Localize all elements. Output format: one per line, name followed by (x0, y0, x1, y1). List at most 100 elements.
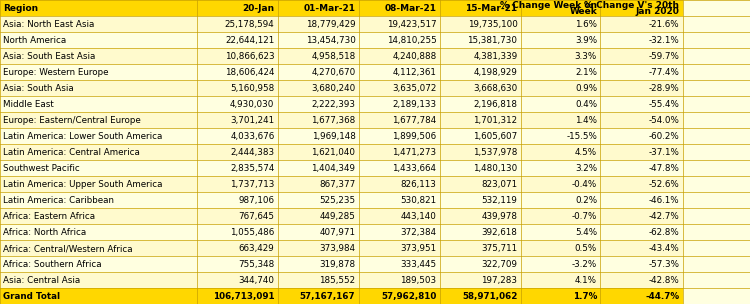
Bar (0, 160, 196, 176)
Text: Grand Total: Grand Total (3, 292, 60, 301)
Bar (278, 224, 358, 240)
Text: 197,283: 197,283 (482, 276, 518, 285)
Bar (358, 160, 440, 176)
Bar (600, 144, 682, 160)
Bar (600, 224, 682, 240)
Text: -55.4%: -55.4% (649, 100, 680, 109)
Bar (278, 176, 358, 192)
Bar (600, 32, 682, 48)
Text: 2.1%: 2.1% (575, 68, 597, 77)
Bar (278, 272, 358, 288)
Bar (520, 224, 600, 240)
Text: 5.4%: 5.4% (574, 228, 597, 237)
Bar (358, 48, 440, 64)
Bar (600, 208, 682, 224)
Text: -42.8%: -42.8% (649, 276, 680, 285)
Bar (440, 240, 520, 256)
Text: 1,899,506: 1,899,506 (392, 132, 436, 141)
Text: 01-Mar-21: 01-Mar-21 (304, 4, 355, 13)
Bar (278, 144, 358, 160)
Text: 4.5%: 4.5% (574, 148, 597, 157)
Bar (440, 32, 520, 48)
Bar (520, 16, 600, 32)
Bar (278, 160, 358, 176)
Bar (520, 288, 600, 304)
Text: 1.7%: 1.7% (573, 292, 597, 301)
Text: Region: Region (3, 4, 38, 13)
Text: Southwest Pacific: Southwest Pacific (3, 164, 80, 173)
Text: 407,971: 407,971 (320, 228, 356, 237)
Text: 1,969,148: 1,969,148 (312, 132, 356, 141)
Bar (600, 288, 682, 304)
Bar (0, 96, 196, 112)
Text: 1,677,784: 1,677,784 (392, 116, 436, 125)
Bar (196, 224, 278, 240)
Bar (278, 192, 358, 208)
Text: -43.4%: -43.4% (649, 244, 680, 253)
Text: 20-Jan: 20-Jan (242, 4, 274, 13)
Text: 532,119: 532,119 (482, 196, 518, 205)
Text: 1,621,040: 1,621,040 (311, 148, 356, 157)
Text: 0.2%: 0.2% (574, 196, 597, 205)
Text: -15.5%: -15.5% (566, 132, 597, 141)
Bar (196, 0, 278, 16)
Bar (0, 64, 196, 80)
Text: 333,445: 333,445 (400, 260, 436, 269)
Text: 57,167,167: 57,167,167 (300, 292, 355, 301)
Bar (278, 256, 358, 272)
Bar (440, 16, 520, 32)
Text: 1,433,664: 1,433,664 (392, 164, 436, 173)
Text: % Change Week on: % Change Week on (500, 1, 597, 10)
Text: -54.0%: -54.0% (649, 116, 680, 125)
Bar (520, 144, 600, 160)
Bar (520, 80, 600, 96)
Bar (440, 272, 520, 288)
Text: -57.3%: -57.3% (649, 260, 680, 269)
Bar (196, 32, 278, 48)
Text: North America: North America (3, 36, 66, 45)
Text: 373,951: 373,951 (400, 244, 436, 253)
Bar (196, 288, 278, 304)
Text: 5,160,958: 5,160,958 (230, 84, 274, 93)
Text: Week: Week (569, 8, 597, 16)
Text: 449,285: 449,285 (320, 212, 356, 221)
Bar (440, 80, 520, 96)
Text: -44.7%: -44.7% (645, 292, 680, 301)
Text: -0.4%: -0.4% (572, 180, 597, 189)
Text: -0.7%: -0.7% (572, 212, 597, 221)
Bar (440, 224, 520, 240)
Bar (440, 128, 520, 144)
Text: 3.9%: 3.9% (574, 36, 597, 45)
Bar (358, 288, 440, 304)
Text: Africa: Southern Africa: Africa: Southern Africa (3, 260, 102, 269)
Bar (440, 64, 520, 80)
Bar (278, 64, 358, 80)
Bar (600, 192, 682, 208)
Text: 14,810,255: 14,810,255 (387, 36, 436, 45)
Bar (0, 256, 196, 272)
Text: -3.2%: -3.2% (572, 260, 597, 269)
Text: 373,984: 373,984 (320, 244, 356, 253)
Bar (278, 80, 358, 96)
Text: 525,235: 525,235 (320, 196, 356, 205)
Bar (0, 288, 196, 304)
Bar (0, 0, 196, 16)
Text: 4,381,339: 4,381,339 (473, 52, 518, 61)
Bar (440, 176, 520, 192)
Text: Asia: Central Asia: Asia: Central Asia (3, 276, 80, 285)
Bar (278, 128, 358, 144)
Text: 1,471,273: 1,471,273 (392, 148, 436, 157)
Text: 22,644,121: 22,644,121 (225, 36, 274, 45)
Bar (278, 288, 358, 304)
Text: -32.1%: -32.1% (649, 36, 680, 45)
Bar (358, 0, 440, 16)
Bar (196, 176, 278, 192)
Bar (520, 176, 600, 192)
Bar (196, 240, 278, 256)
Bar (0, 112, 196, 128)
Text: 2,196,818: 2,196,818 (473, 100, 518, 109)
Bar (600, 112, 682, 128)
Bar (358, 64, 440, 80)
Bar (440, 160, 520, 176)
Text: -59.7%: -59.7% (649, 52, 680, 61)
